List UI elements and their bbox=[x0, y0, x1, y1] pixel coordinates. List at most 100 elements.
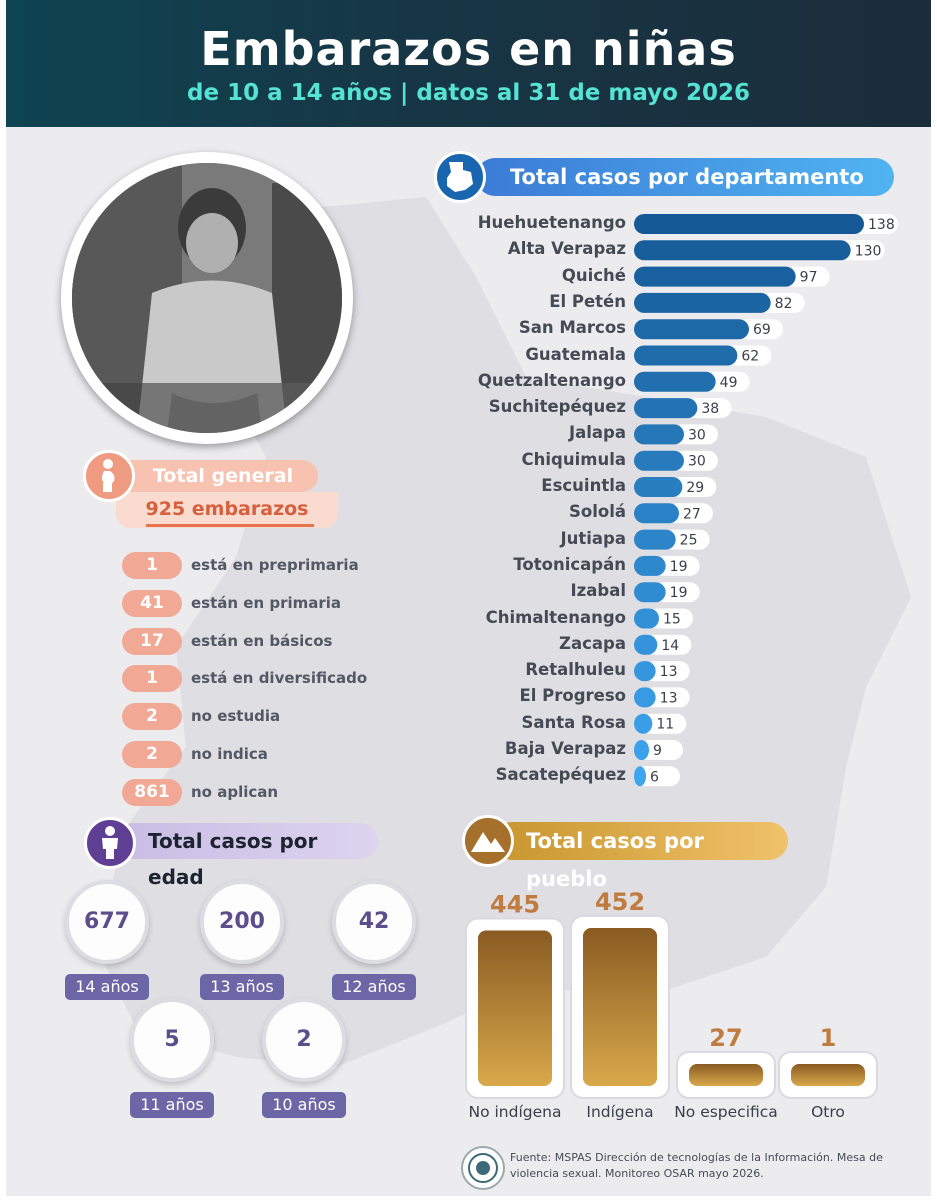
age-label: 12 años bbox=[332, 974, 416, 1000]
dept-name-label: Totonicapán bbox=[513, 554, 626, 574]
seal-glyph bbox=[468, 1153, 498, 1183]
education-label: está en preprimaria bbox=[191, 556, 359, 574]
dept-value-pill bbox=[838, 240, 885, 261]
dept-bar bbox=[634, 214, 864, 234]
photo-frame bbox=[61, 152, 353, 444]
dept-value-pill bbox=[647, 608, 693, 629]
dept-value-label: 14 bbox=[661, 638, 679, 654]
dept-bar bbox=[634, 450, 684, 471]
header-banner: Embarazos en niñas de 10 a 14 años | dat… bbox=[6, 0, 931, 127]
total-general-title: Total general bbox=[153, 465, 294, 487]
education-label: no indica bbox=[191, 745, 268, 763]
dept-value-pill bbox=[758, 292, 805, 313]
dept-name-label: Chiquimula bbox=[521, 449, 626, 469]
dept-bar bbox=[634, 608, 659, 629]
dept-name-label: Guatemala bbox=[525, 344, 626, 364]
education-count-badge: 1 bbox=[122, 665, 182, 693]
pueblo-bar bbox=[478, 930, 552, 1086]
dept-value-label: 13 bbox=[660, 690, 678, 706]
girl-photo-illustration bbox=[72, 163, 342, 433]
dept-value-label: 82 bbox=[775, 296, 793, 312]
age-label: 10 años bbox=[262, 1092, 346, 1118]
dept-bar bbox=[634, 766, 646, 787]
pueblo-header: Total casos por pueblo bbox=[494, 822, 788, 891]
dept-name-label: Quetzaltenango bbox=[477, 370, 626, 390]
departments-title: Total casos por departamento bbox=[510, 165, 864, 189]
dept-value-label: 19 bbox=[670, 585, 688, 601]
dept-value-pill bbox=[672, 450, 718, 471]
dept-value-label: 138 bbox=[868, 217, 895, 233]
dept-name-label: San Marcos bbox=[518, 318, 626, 338]
dept-bar bbox=[634, 582, 666, 603]
age-count-circle: 2 bbox=[262, 998, 346, 1082]
dept-bar bbox=[634, 266, 796, 287]
dept-value-label: 27 bbox=[683, 506, 701, 522]
dept-bar bbox=[634, 345, 738, 366]
dept-name-label: Sacatepéquez bbox=[495, 765, 626, 785]
dept-bar bbox=[634, 661, 656, 682]
dept-value-pill bbox=[852, 214, 898, 234]
pueblo-bar bbox=[791, 1064, 865, 1086]
child-icon bbox=[84, 817, 136, 869]
dept-bar bbox=[634, 529, 676, 550]
mountains-glyph bbox=[471, 832, 505, 852]
dept-value-label: 30 bbox=[688, 454, 706, 470]
dept-value-pill bbox=[672, 424, 718, 445]
source-note: Fuente: MSPAS Dirección de tecnologías d… bbox=[510, 1151, 883, 1180]
departments-header: Total casos por departamento bbox=[476, 158, 894, 196]
pueblo-bar bbox=[583, 928, 657, 1086]
dept-value-label: 15 bbox=[663, 612, 681, 628]
dept-name-label: El Progreso bbox=[519, 686, 626, 706]
dept-value-label: 11 bbox=[656, 717, 674, 733]
age-label: 13 años bbox=[200, 974, 284, 1000]
education-count-badge: 2 bbox=[122, 741, 182, 768]
dept-value-label: 38 bbox=[701, 401, 719, 417]
dept-value-pill bbox=[783, 266, 830, 287]
education-count-badge: 1 bbox=[122, 552, 182, 579]
pueblo-category-label: Otro bbox=[811, 1103, 845, 1121]
dept-bar bbox=[634, 371, 716, 392]
dept-value-label: 9 bbox=[653, 743, 662, 759]
mountains-icon bbox=[462, 815, 514, 867]
education-label: están en primaria bbox=[191, 593, 342, 612]
pueblo-title: Total casos por pueblo bbox=[526, 829, 704, 891]
dept-bar bbox=[634, 424, 684, 445]
dept-name-label: Alta Verapaz bbox=[507, 239, 626, 259]
dept-bar bbox=[634, 555, 666, 576]
total-general-underline bbox=[146, 524, 314, 527]
pueblo-category-label: No indígena bbox=[469, 1103, 562, 1121]
mspas-seal-logo bbox=[461, 1146, 505, 1190]
age-count-circle: 42 bbox=[332, 880, 416, 964]
pregnant-woman-icon bbox=[83, 450, 135, 502]
dept-value-label: 97 bbox=[800, 270, 818, 286]
dept-value-pill bbox=[670, 477, 717, 497]
ages-header: Total casos por edad bbox=[116, 823, 378, 889]
pueblo-value-label: 27 bbox=[709, 1024, 742, 1052]
dept-value-label: 130 bbox=[855, 243, 882, 259]
education-label: no aplican bbox=[191, 782, 279, 801]
dept-bar bbox=[634, 503, 679, 524]
education-label: están en básicos bbox=[191, 631, 333, 650]
department-bar-chart: 1381309782696249383030292725191915141313… bbox=[634, 214, 898, 787]
pueblo-category-label: Indígena bbox=[586, 1103, 653, 1121]
dept-name-label: Retalhuleu bbox=[525, 660, 626, 680]
dept-value-pill bbox=[643, 661, 690, 682]
dept-name-label: Jutiapa bbox=[560, 528, 626, 548]
education-count-badge: 17 bbox=[122, 627, 182, 655]
page-title: Embarazos en niñas bbox=[200, 22, 737, 76]
child-glyph bbox=[102, 826, 118, 859]
dept-value-pill bbox=[725, 345, 772, 366]
dept-value-label: 13 bbox=[660, 664, 678, 680]
dept-name-label: Baja Verapaz bbox=[504, 739, 626, 758]
dept-bar bbox=[634, 634, 658, 655]
dept-value-label: 29 bbox=[686, 480, 704, 496]
infographic-card: Embarazos en niñas de 10 a 14 años | dat… bbox=[6, 0, 931, 1196]
pueblo-value-label: 1 bbox=[820, 1024, 837, 1052]
dept-bar bbox=[634, 240, 851, 261]
guatemala-map-glyph bbox=[447, 162, 473, 192]
pueblo-bar bbox=[689, 1064, 763, 1086]
dept-value-label: 19 bbox=[670, 559, 688, 575]
dept-value-label: 62 bbox=[741, 349, 759, 365]
dept-value-label: 49 bbox=[720, 375, 738, 391]
